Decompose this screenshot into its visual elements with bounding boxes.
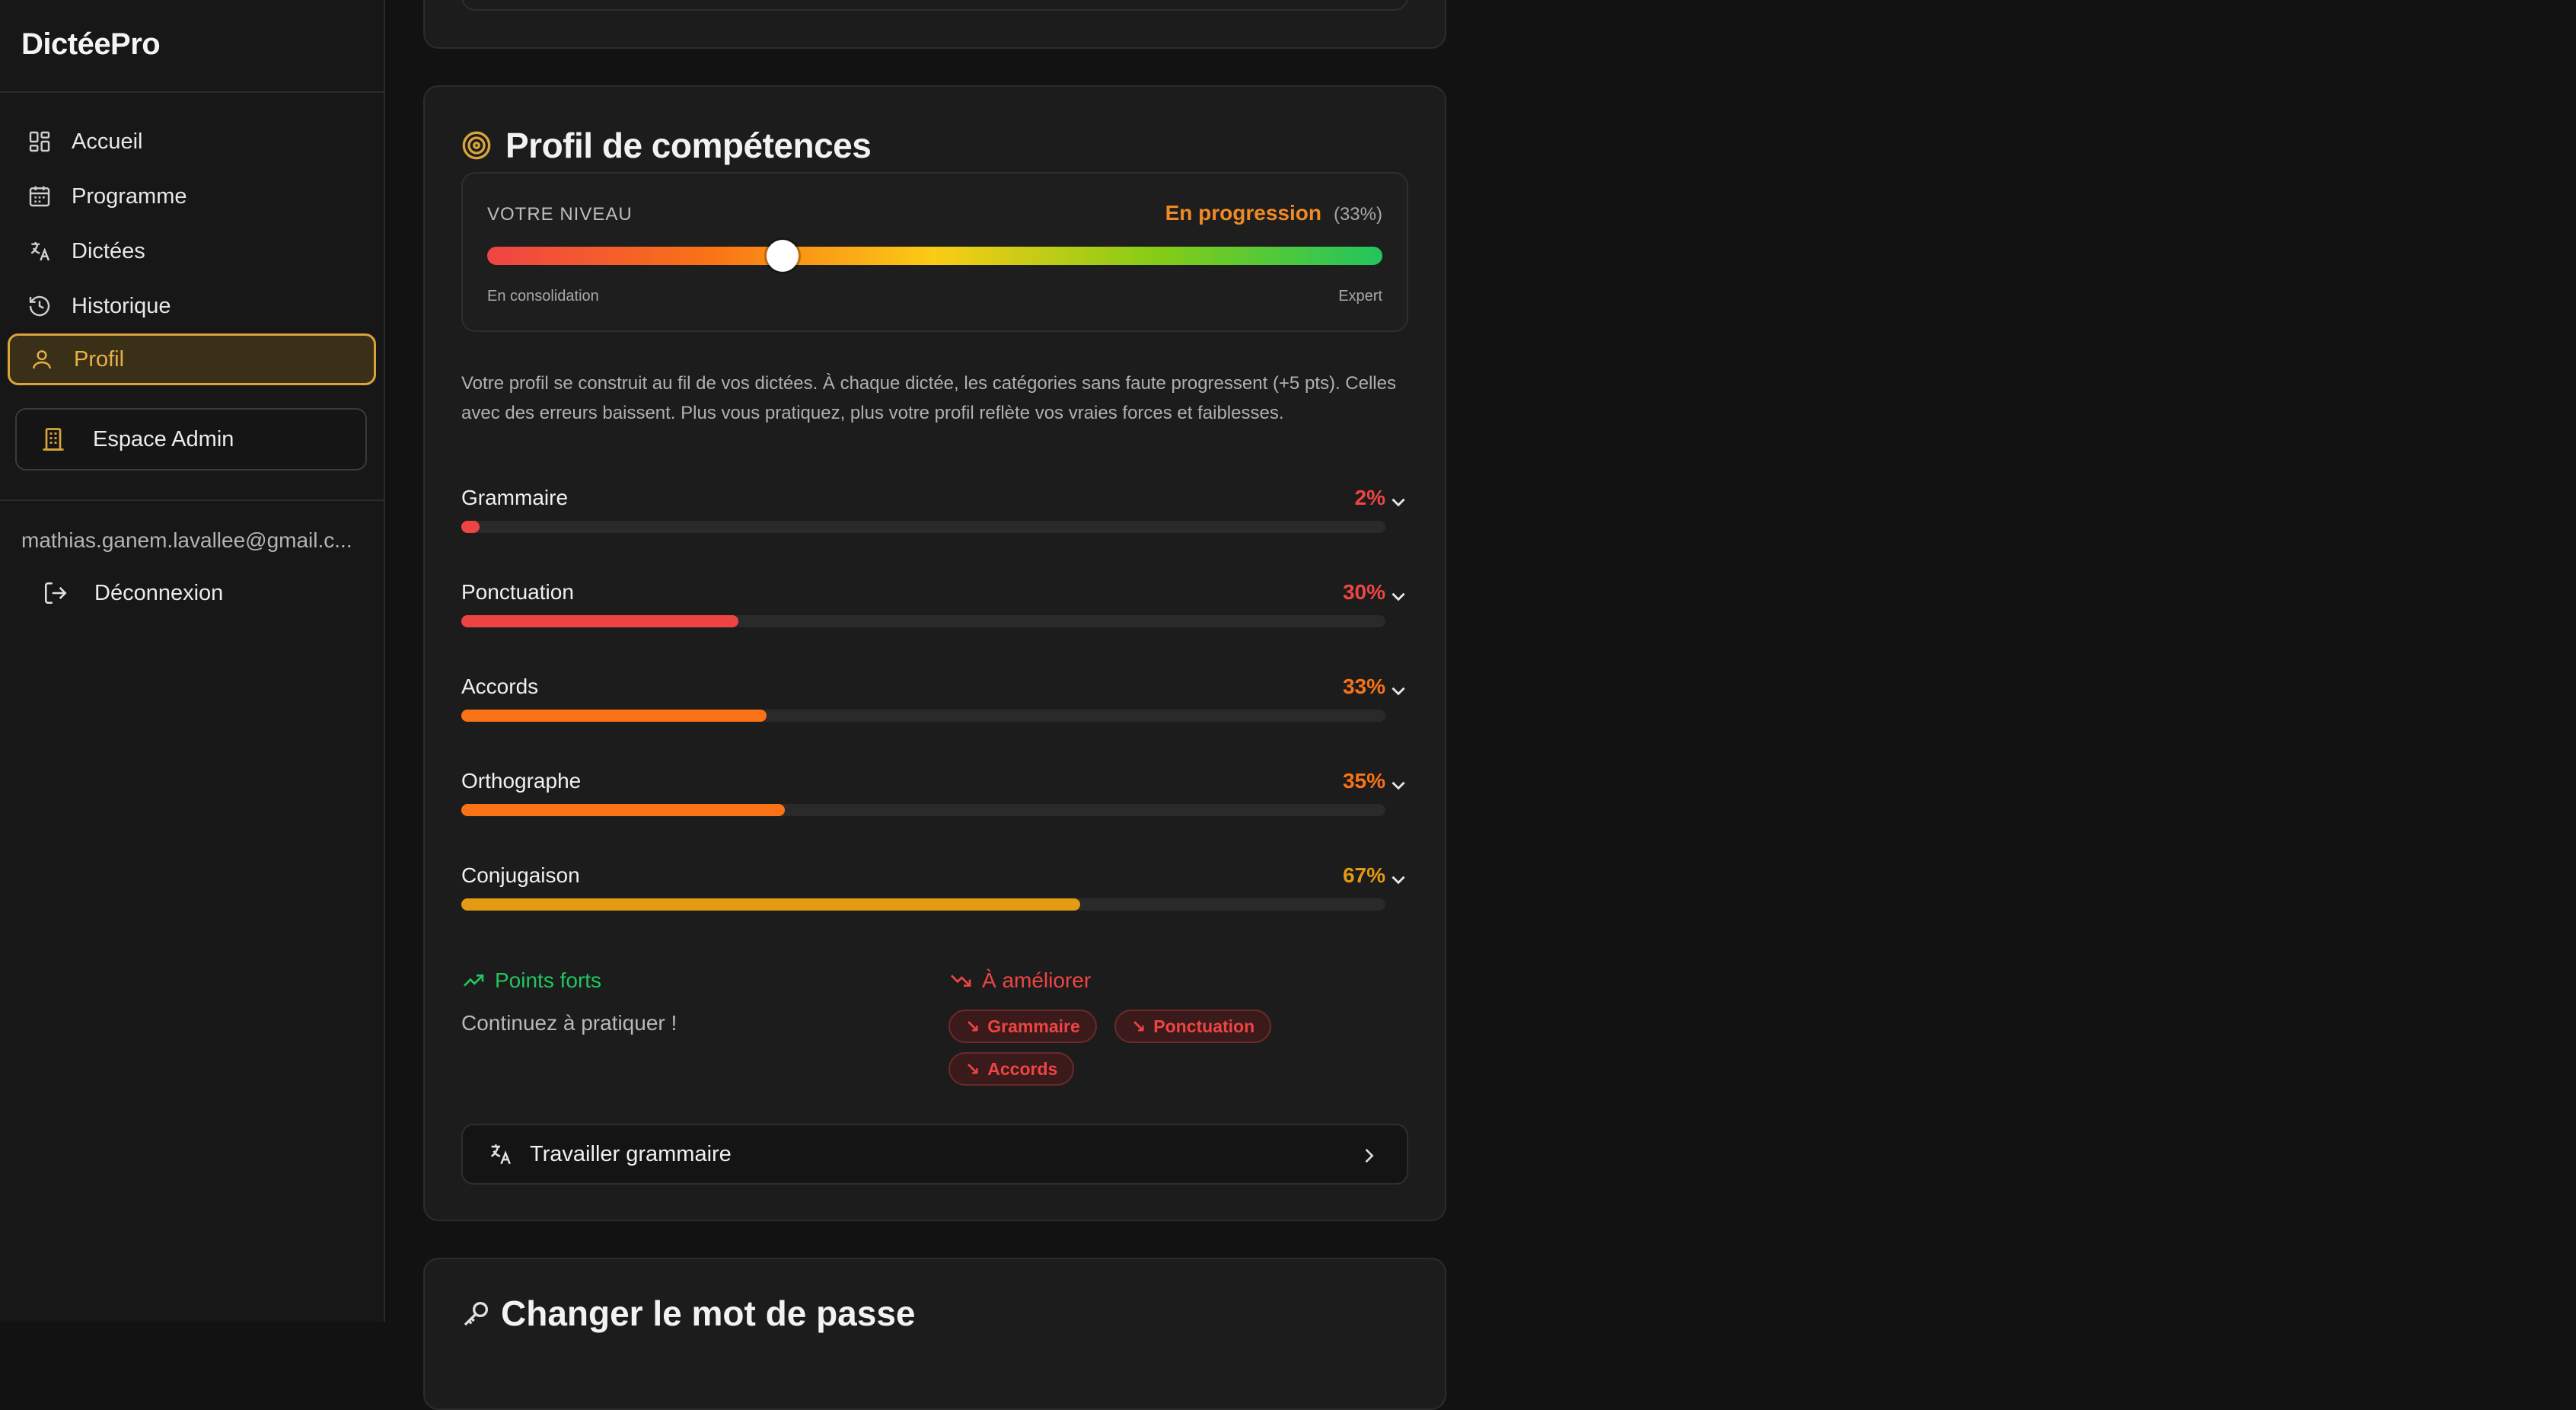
admin-space-label: Espace Admin <box>93 426 234 451</box>
building-icon <box>43 428 64 451</box>
previous-section-inner <box>461 0 1408 11</box>
history-icon <box>27 294 52 318</box>
key-icon <box>464 1302 488 1326</box>
category-progress-fill <box>461 521 480 533</box>
password-card: Changer le mot de passe <box>423 1258 1446 1410</box>
chevron-down-icon[interactable] <box>1388 775 1408 795</box>
translate-icon <box>490 1144 511 1165</box>
sidebar-item-accueil[interactable]: Accueil <box>8 116 376 167</box>
category-name: Conjugaison <box>461 863 580 887</box>
category-row[interactable]: Accords 33% <box>461 675 1408 751</box>
app-logo[interactable]: DictéePro <box>21 27 161 61</box>
category-progress-track <box>461 615 1385 627</box>
user-icon <box>30 347 54 372</box>
category-row[interactable]: Orthographe 35% <box>461 769 1408 845</box>
level-gauge <box>487 240 1382 272</box>
section-title-text: Profil de compétences <box>505 126 872 165</box>
logout-icon <box>44 582 67 605</box>
category-progress-fill <box>461 710 767 722</box>
chevron-right-icon <box>1365 1148 1374 1163</box>
trending-up-icon <box>464 975 484 987</box>
target-icon <box>462 131 491 160</box>
sidebar-item-programme[interactable]: Programme <box>8 171 376 222</box>
translate-icon <box>27 239 52 263</box>
category-progress-fill <box>461 615 739 627</box>
sidebar-item-profil[interactable]: Profil <box>8 333 376 385</box>
admin-space-button[interactable]: Espace Admin <box>15 408 367 471</box>
category-name: Accords <box>461 675 539 698</box>
category-progress-track <box>461 710 1385 722</box>
logout-button[interactable]: Déconnexion <box>43 580 223 606</box>
sidebar: DictéePro Accueil Programme Dictées Hist… <box>0 0 385 1322</box>
category-percent: 33% <box>1342 675 1385 698</box>
category-row[interactable]: Ponctuation 30% <box>461 580 1408 656</box>
sidebar-item-dictees[interactable]: Dictées <box>8 225 376 277</box>
weakness-chip-label: Ponctuation <box>1153 1016 1255 1036</box>
weakness-chip[interactable]: ↘ Ponctuation <box>1114 1010 1272 1043</box>
strengths-empty-text: Continuez à pratiquer ! <box>461 1011 677 1035</box>
category-row[interactable]: Conjugaison 67% <box>461 863 1408 939</box>
trending-down-icon: ↘ <box>965 1058 980 1079</box>
category-percent: 30% <box>1342 580 1385 604</box>
category-progress-track <box>461 804 1385 816</box>
level-gauge-thumb <box>767 240 799 272</box>
dashboard-icon <box>27 129 52 154</box>
chevron-down-icon[interactable] <box>1388 869 1408 889</box>
category-percent: 67% <box>1342 863 1385 887</box>
category-progress-fill <box>461 898 1081 911</box>
strengths-title: Points forts <box>461 968 601 993</box>
weaknesses-title-text: À améliorer <box>982 968 1092 992</box>
level-name: En progression <box>1165 201 1321 225</box>
category-progress-fill <box>461 804 785 816</box>
category-progress-track <box>461 898 1385 911</box>
category-row[interactable]: Grammaire 2% <box>461 486 1408 562</box>
sidebar-item-historique[interactable]: Historique <box>8 280 376 332</box>
chevron-down-icon[interactable] <box>1388 681 1408 700</box>
trending-down-icon: ↘ <box>965 1016 980 1036</box>
category-name: Orthographe <box>461 769 582 793</box>
category-progress-track <box>461 521 1385 533</box>
weakness-chip-label: Grammaire <box>987 1016 1080 1036</box>
level-min-label: En consolidation <box>487 288 599 305</box>
chevron-down-icon[interactable] <box>1388 586 1408 606</box>
sidebar-divider <box>0 91 385 93</box>
calendar-icon <box>27 184 52 209</box>
category-name: Ponctuation <box>461 580 574 604</box>
sidebar-divider <box>0 499 385 501</box>
password-title-text: Changer le mot de passe <box>501 1294 916 1333</box>
trending-down-icon <box>951 975 971 987</box>
practice-grammar-label: Travailler grammaire <box>530 1141 732 1166</box>
user-email: mathias.ganem.lavallee@gmail.c... <box>21 528 352 552</box>
level-value: En progression (33%) <box>1165 201 1382 225</box>
level-label: VOTRE NIVEAU <box>487 204 633 225</box>
sidebar-item-label: Profil <box>74 346 125 372</box>
logout-label: Déconnexion <box>94 580 224 605</box>
level-max-label: Expert <box>1338 288 1382 305</box>
chevron-down-icon[interactable] <box>1388 492 1408 512</box>
weaknesses-title: À améliorer <box>948 968 1091 993</box>
level-panel: VOTRE NIVEAU En progression (33%) En con… <box>461 172 1408 332</box>
sidebar-item-label: Accueil <box>72 129 143 154</box>
category-percent: 35% <box>1342 769 1385 793</box>
weakness-chip-label: Accords <box>987 1058 1058 1079</box>
weakness-chip[interactable]: ↘ Accords <box>948 1052 1075 1086</box>
sidebar-item-label: Historique <box>72 293 171 318</box>
profile-description: Votre profil se construit au fil de vos … <box>461 373 1396 423</box>
previous-section-card <box>423 0 1446 49</box>
section-title: Profil de compétences <box>461 125 872 166</box>
sidebar-item-label: Dictées <box>72 238 145 263</box>
category-percent: 2% <box>1354 486 1385 509</box>
skills-profile-card: Profil de compétences VOTRE NIVEAU En pr… <box>423 85 1446 1221</box>
weakness-chip[interactable]: ↘ Grammaire <box>948 1010 1097 1043</box>
category-name: Grammaire <box>461 486 569 509</box>
level-percent: (33%) <box>1333 204 1382 225</box>
trending-down-icon: ↘ <box>1131 1016 1146 1036</box>
password-section-title: Changer le mot de passe <box>461 1293 916 1334</box>
practice-grammar-button[interactable]: Travailler grammaire <box>461 1124 1408 1185</box>
strengths-title-text: Points forts <box>495 968 602 992</box>
sidebar-item-label: Programme <box>72 183 187 209</box>
